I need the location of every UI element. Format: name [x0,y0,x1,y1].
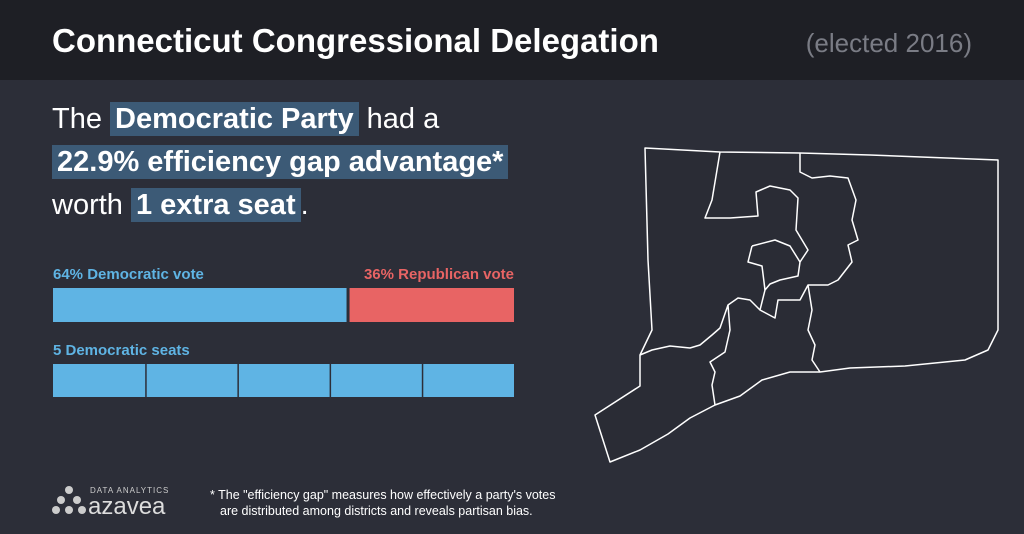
vote-bar [53,288,347,322]
headline-text: . [300,189,309,221]
subtitle: (elected 2016) [805,28,972,58]
logo-icon [52,486,86,514]
logo-tagline: DATA ANALYTICS [90,486,170,495]
footnote-line: are distributed among districts and reve… [220,504,533,518]
title: Connecticut Congressional Delegation [52,22,659,59]
seats-label: 5 Democratic seats [53,342,190,359]
vote-label: 64% Democratic vote [53,266,204,283]
seat-block [146,364,238,397]
vote-label: 36% Republican vote [364,266,514,283]
logo-name: azavea [88,493,166,520]
headline-highlight: Democratic Party [110,102,359,136]
footnote-line: * The "efficiency gap" measures how effe… [210,488,556,502]
seat-block [53,364,146,397]
seat-block [423,364,514,397]
header-band [0,0,1024,80]
footnote: * The "efficiency gap" measures how effe… [210,487,555,519]
vote-bar [349,288,514,322]
headline: The Democratic Party had a 22.9% efficie… [52,98,509,227]
seat-block [238,364,330,397]
headline-text: worth [52,189,123,221]
ct-map [594,147,999,463]
headline-highlight: 1 extra seat [130,188,301,222]
headline-highlight: 22.9% efficiency gap advantage* [52,145,509,179]
headline-text: The [52,103,102,135]
headline-text: had a [366,103,440,135]
seat-block [331,364,422,397]
